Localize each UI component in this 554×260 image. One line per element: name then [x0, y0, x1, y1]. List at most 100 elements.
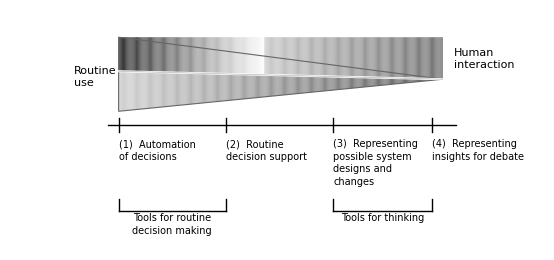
Polygon shape	[242, 74, 243, 99]
Polygon shape	[140, 72, 141, 109]
Polygon shape	[131, 72, 132, 110]
Text: (4)  Representing
insights for debate: (4) Representing insights for debate	[432, 139, 524, 162]
Polygon shape	[119, 71, 120, 111]
Polygon shape	[272, 37, 273, 75]
Polygon shape	[170, 73, 171, 106]
Polygon shape	[312, 76, 313, 92]
Polygon shape	[391, 37, 392, 78]
Polygon shape	[241, 74, 242, 99]
Polygon shape	[153, 37, 154, 72]
Polygon shape	[268, 37, 269, 75]
Polygon shape	[270, 37, 271, 75]
Polygon shape	[183, 73, 184, 105]
Polygon shape	[257, 75, 258, 98]
Polygon shape	[363, 77, 364, 87]
Polygon shape	[417, 37, 418, 79]
Polygon shape	[320, 37, 321, 76]
Polygon shape	[283, 37, 284, 75]
Polygon shape	[305, 37, 306, 76]
Polygon shape	[361, 77, 362, 87]
Polygon shape	[440, 37, 442, 79]
Polygon shape	[270, 75, 271, 96]
Polygon shape	[324, 37, 325, 76]
Polygon shape	[365, 37, 366, 77]
Polygon shape	[427, 37, 428, 79]
Polygon shape	[347, 37, 348, 77]
Polygon shape	[256, 75, 257, 98]
Polygon shape	[293, 37, 294, 76]
Polygon shape	[243, 74, 244, 99]
Polygon shape	[337, 77, 338, 90]
Polygon shape	[184, 37, 186, 73]
Polygon shape	[301, 76, 302, 93]
Polygon shape	[157, 72, 158, 107]
Polygon shape	[352, 37, 353, 77]
Polygon shape	[161, 72, 162, 107]
Polygon shape	[313, 37, 314, 76]
Polygon shape	[172, 73, 173, 106]
Polygon shape	[275, 75, 276, 96]
Polygon shape	[339, 37, 340, 77]
Polygon shape	[375, 37, 376, 77]
Polygon shape	[296, 37, 297, 76]
Polygon shape	[167, 73, 168, 107]
Polygon shape	[439, 37, 440, 79]
Polygon shape	[381, 78, 382, 85]
Polygon shape	[206, 37, 207, 73]
Polygon shape	[228, 37, 229, 74]
Polygon shape	[173, 37, 174, 73]
Polygon shape	[126, 72, 127, 110]
Polygon shape	[380, 37, 381, 78]
Polygon shape	[366, 77, 367, 87]
Polygon shape	[412, 37, 413, 79]
Polygon shape	[381, 37, 382, 78]
Polygon shape	[219, 74, 220, 101]
Polygon shape	[290, 75, 291, 94]
Polygon shape	[289, 37, 290, 75]
Polygon shape	[242, 37, 243, 74]
Polygon shape	[399, 78, 401, 83]
Polygon shape	[378, 37, 379, 78]
Polygon shape	[300, 76, 301, 93]
Polygon shape	[138, 37, 139, 72]
Polygon shape	[158, 37, 160, 72]
Polygon shape	[392, 78, 393, 84]
Polygon shape	[396, 78, 397, 84]
Polygon shape	[218, 37, 219, 74]
Polygon shape	[235, 74, 237, 100]
Polygon shape	[398, 37, 399, 78]
Polygon shape	[415, 37, 416, 79]
Polygon shape	[258, 37, 259, 75]
Polygon shape	[284, 37, 285, 75]
Polygon shape	[255, 75, 256, 98]
Polygon shape	[229, 74, 230, 100]
Polygon shape	[265, 37, 266, 75]
Polygon shape	[252, 75, 253, 98]
Polygon shape	[184, 73, 186, 105]
Polygon shape	[176, 37, 177, 73]
Polygon shape	[365, 77, 366, 87]
Polygon shape	[435, 79, 437, 80]
Polygon shape	[437, 37, 438, 79]
Polygon shape	[395, 78, 396, 84]
Polygon shape	[223, 74, 224, 101]
Polygon shape	[301, 37, 302, 76]
Polygon shape	[203, 73, 204, 103]
Polygon shape	[405, 37, 406, 78]
Polygon shape	[160, 72, 161, 107]
Polygon shape	[418, 37, 419, 79]
Polygon shape	[203, 37, 204, 73]
Polygon shape	[263, 75, 264, 97]
Polygon shape	[435, 37, 437, 79]
Polygon shape	[373, 37, 375, 77]
Polygon shape	[205, 37, 206, 73]
Polygon shape	[163, 37, 164, 72]
Polygon shape	[294, 76, 295, 94]
Polygon shape	[165, 37, 166, 73]
Polygon shape	[194, 37, 196, 73]
Polygon shape	[123, 71, 124, 111]
Polygon shape	[157, 37, 158, 72]
Polygon shape	[327, 37, 329, 76]
Polygon shape	[382, 37, 383, 78]
Polygon shape	[300, 37, 301, 76]
